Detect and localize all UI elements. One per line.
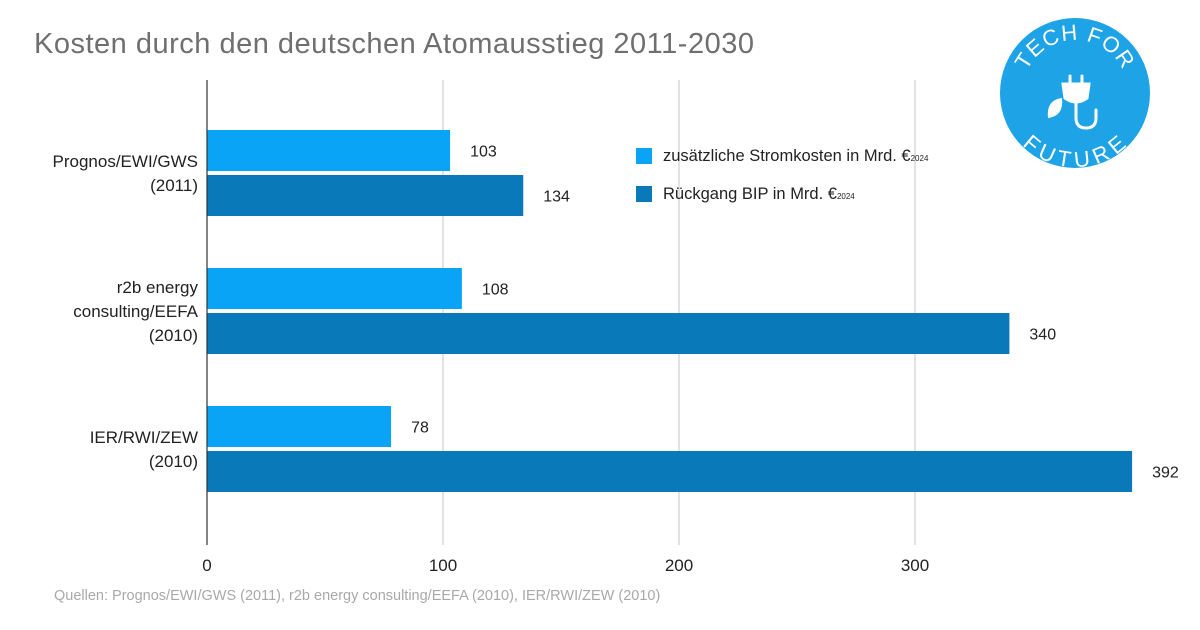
x-tick-label-100: 100	[429, 556, 457, 575]
legend: zusätzliche Stromkosten in Mrd. €2024 Rü…	[636, 146, 928, 222]
source-note: Quellen: Prognos/EWI/GWS (2011), r2b ene…	[54, 588, 661, 604]
legend-swatch-stromkosten	[636, 148, 652, 164]
bar-series1-cat1	[207, 130, 451, 171]
legend-item-bip: Rückgang BIP in Mrd. €2024	[636, 184, 928, 204]
legend-label-bip: Rückgang BIP in Mrd. €2024	[663, 184, 855, 203]
x-tick-label-300: 300	[901, 556, 929, 575]
bar-series2-cat2	[207, 313, 1010, 354]
value-label-series1-cat3: 78	[411, 420, 429, 437]
bar-series1-cat3	[207, 406, 392, 447]
x-tick-label-0: 0	[202, 556, 211, 575]
category-label-2: r2b energy consulting/EEFA (2010)	[73, 278, 198, 345]
value-labels: 103 134 108 340 78 392	[411, 144, 1179, 482]
x-tick-labels: 0 100 200 300	[202, 556, 929, 575]
chart-title: Kosten durch den deutschen Atomausstieg …	[34, 28, 755, 60]
legend-label-stromkosten: zusätzliche Stromkosten in Mrd. €2024	[663, 146, 929, 165]
bars	[207, 130, 1133, 492]
value-label-series1-cat1: 103	[470, 144, 497, 161]
bar-series1-cat2	[207, 268, 462, 309]
value-label-series2-cat2: 340	[1029, 327, 1056, 344]
plug-leaf-icon	[1047, 74, 1098, 130]
bar-series2-cat1	[207, 175, 524, 216]
legend-swatch-bip	[636, 186, 652, 202]
category-label-1: Prognos/EWI/GWS (2011)	[53, 152, 198, 195]
category-label-3: IER/RWI/ZEW (2010)	[90, 428, 198, 471]
value-label-series1-cat2: 108	[482, 282, 509, 299]
category-labels: Prognos/EWI/GWS (2011) r2b energy consultin…	[53, 152, 199, 471]
value-label-series2-cat3: 392	[1152, 465, 1179, 482]
tech-for-future-logo: TECH FOR FUTURE	[1000, 18, 1150, 168]
value-label-series2-cat1: 134	[543, 189, 570, 206]
x-tick-label-200: 200	[665, 556, 693, 575]
legend-item-stromkosten: zusätzliche Stromkosten in Mrd. €2024	[636, 146, 928, 166]
bar-series2-cat3	[207, 451, 1133, 492]
